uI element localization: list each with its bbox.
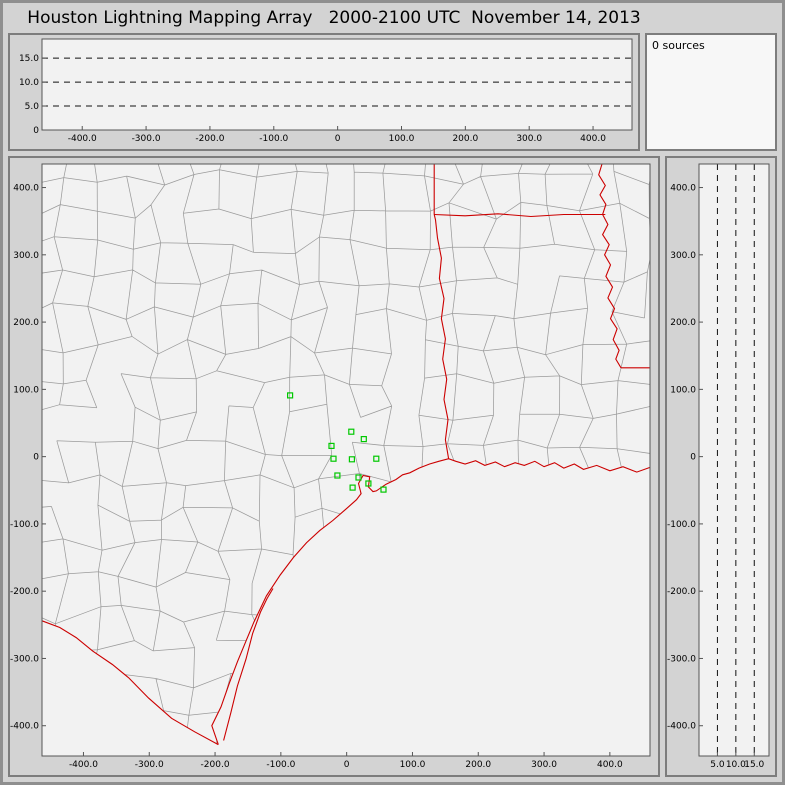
x-tick-label: 400.0 [580, 134, 606, 144]
x-tick-label: -200.0 [195, 134, 224, 144]
station-marker [348, 456, 355, 463]
station-marker [330, 455, 337, 462]
x-tick-label: -300.0 [135, 760, 164, 770]
axes: -400.0 -300.0 -200.0 -100.0 0 100.0 200.0 300.0… [19, 38, 633, 144]
station-marker [328, 442, 335, 449]
altitude-ew-plot: -400.0 -300.0 -200.0 -100.0 0 100.0 200.0 300.0… [19, 38, 633, 144]
y-tick-label: 0 [33, 126, 39, 136]
y-tick-label: -200.0 [10, 587, 39, 597]
station-marker [349, 484, 356, 491]
y-tick-label: 200.0 [13, 318, 39, 328]
station-marker [373, 455, 380, 462]
station-marker [380, 486, 387, 493]
page-title: Houston Lightning Mapping Array 2000-210… [27, 8, 641, 28]
y-tick-label: -400.0 [10, 722, 39, 732]
y-tick-label: -200.0 [667, 587, 696, 597]
y-tick-label: 100.0 [670, 385, 696, 395]
station-marker [348, 428, 355, 435]
axes: 5.0 10.015.0 400.0 300.0 200.0 100.0 0 -100.0 -2… [667, 163, 770, 770]
y-tick-label: 5.0 [25, 102, 40, 112]
y-tick-label: 300.0 [13, 251, 39, 261]
x-tick-label: 100.0 [400, 760, 426, 770]
station-marker [355, 474, 362, 481]
axes: -400.0 -300.0 -200.0 -100.0 0 100.0 200.0 300.0… [10, 163, 651, 770]
x-tick-label: -400.0 [69, 760, 98, 770]
y-tick-label: 0 [690, 453, 696, 463]
altitude-ns-plot: 5.0 10.015.0 400.0 300.0 200.0 100.0 0 -100.0 -2… [667, 163, 770, 770]
state-borders-coastline [41, 163, 651, 746]
x-tick-label: 300.0 [531, 760, 557, 770]
source-count-label: 0 sources [652, 39, 705, 52]
x-tick-label: 200.0 [465, 760, 491, 770]
stations-layer [287, 392, 387, 493]
plot-area [42, 39, 632, 130]
x-tick-label: 100.0 [389, 134, 415, 144]
station-marker [287, 392, 294, 399]
y-tick-label: -300.0 [667, 654, 696, 664]
x-tick-label: 15.0 [744, 760, 764, 770]
x-tick-label: -200.0 [201, 760, 230, 770]
y-tick-label: 10.0 [19, 78, 39, 88]
x-tick-label: 400.0 [597, 760, 623, 770]
x-tick-label: 10.0 [726, 760, 746, 770]
x-tick-label: 0 [335, 134, 341, 144]
y-tick-label: -400.0 [667, 722, 696, 732]
y-tick-label: 400.0 [13, 184, 39, 194]
station-marker [334, 472, 341, 479]
y-tick-label: 0 [33, 453, 39, 463]
x-tick-label: -400.0 [68, 134, 97, 144]
plan-view-panel: -400.0 -300.0 -200.0 -100.0 0 100.0 200.0 300.0… [8, 156, 660, 777]
y-tick-label: 100.0 [13, 385, 39, 395]
source-count-panel: 0 sources [645, 33, 777, 151]
x-tick-label: 0 [344, 760, 350, 770]
x-tick-label: -100.0 [266, 760, 295, 770]
plot-area [699, 164, 769, 756]
altitude-ns-panel: 5.0 10.0 15.0 400.0 300.0 200.0 100.0 0 -100.0 -2… [665, 156, 777, 777]
x-tick-label: -300.0 [132, 134, 161, 144]
plan-view-plot: -400.0 -300.0 -200.0 -100.0 0 100.0 200.0 300.0… [10, 163, 651, 770]
y-tick-label: 400.0 [670, 184, 696, 194]
station-marker [365, 480, 372, 487]
y-tick-label: 15.0 [19, 54, 39, 64]
y-tick-label: -100.0 [667, 520, 696, 530]
x-tick-label: 200.0 [452, 134, 478, 144]
y-tick-label: -100.0 [10, 520, 39, 530]
y-tick-label: 200.0 [670, 318, 696, 328]
altitude-ew-panel: -400.0 -300.0 -200.0 -100.0 0 100.0 200.0 300.0… [8, 33, 640, 151]
x-tick-label: 5.0 [710, 760, 725, 770]
x-tick-label: 300.0 [516, 134, 542, 144]
station-marker [360, 436, 367, 443]
x-tick-label: -100.0 [259, 134, 288, 144]
y-tick-label: 300.0 [670, 251, 696, 261]
y-tick-label: -300.0 [10, 654, 39, 664]
